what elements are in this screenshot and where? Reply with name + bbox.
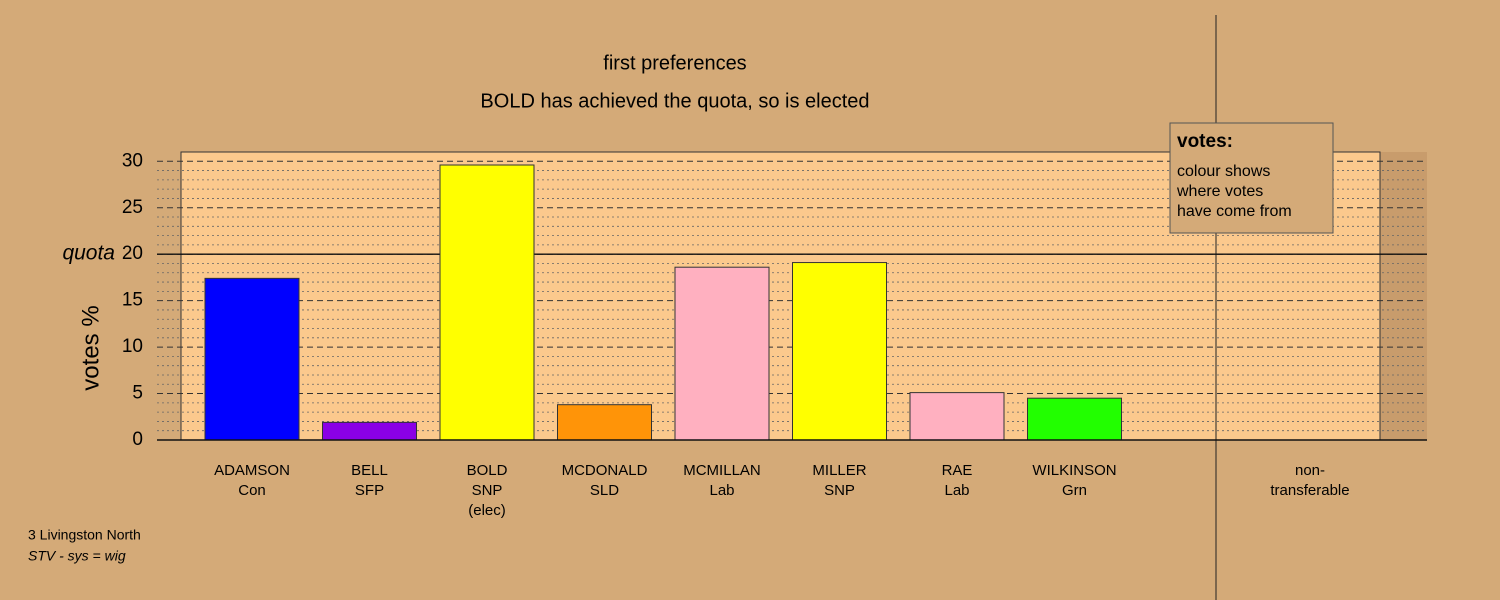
legend-title: votes: <box>1177 131 1233 152</box>
chart-title: first preferences <box>603 52 746 74</box>
x-tick-label: MCMILLAN <box>683 462 761 479</box>
x-tick-label: MILLER <box>812 462 866 479</box>
y-tick-label: 5 <box>132 383 143 404</box>
y-tick-label: 15 <box>122 290 143 311</box>
x-tick-label: MCDONALD <box>562 462 648 479</box>
x-tick-label: WILKINSON <box>1032 462 1116 479</box>
bar <box>674 266 770 441</box>
x-tick-label: transferable <box>1270 482 1349 499</box>
legend-text: colour shows <box>1177 163 1270 180</box>
legend-text: have come from <box>1177 203 1292 220</box>
x-tick-label: non- <box>1295 462 1325 479</box>
bar <box>439 164 535 441</box>
x-tick-label: Grn <box>1062 482 1087 499</box>
x-tick-label: SNP <box>472 482 503 499</box>
x-tick-label: BOLD <box>467 462 508 479</box>
bar <box>557 404 652 441</box>
y-tick-label: 0 <box>132 429 143 450</box>
x-tick-label: (elec) <box>468 502 506 519</box>
x-tick-label: SNP <box>824 482 855 499</box>
margin-shade <box>1380 152 1427 440</box>
x-tick-label: Lab <box>709 482 734 499</box>
footnote: STV - sys = wig <box>28 548 126 564</box>
y-tick-label: 20 <box>122 243 143 264</box>
chart-subtitle: BOLD has achieved the quota, so is elect… <box>480 90 869 112</box>
x-tick-label: RAE <box>942 462 973 479</box>
x-tick-label: BELL <box>351 462 388 479</box>
plot: 0 5 10 15 20 25 30 quota ADAMSON Con BELL SFP BOLD SN… <box>62 150 1427 519</box>
bar <box>792 262 887 441</box>
x-tick-label: Lab <box>944 482 969 499</box>
bar <box>1027 397 1122 441</box>
x-tick-label: Con <box>238 482 266 499</box>
x-tick-label: SFP <box>355 482 384 499</box>
footnote: 3 Livingston North <box>28 527 141 543</box>
bar <box>204 277 300 441</box>
x-tick-label: ADAMSON <box>214 462 290 479</box>
y-tick-label: 25 <box>122 197 143 218</box>
legend-text: where votes <box>1176 183 1263 200</box>
y-axis-label: votes % <box>77 305 104 390</box>
legend-box <box>1169 122 1334 234</box>
quota-label: quota <box>62 242 115 265</box>
bar <box>322 421 417 441</box>
bar <box>909 392 1005 441</box>
y-tick-label: 30 <box>122 150 143 171</box>
y-tick-label: 10 <box>122 336 143 357</box>
x-tick-label: SLD <box>590 482 619 499</box>
